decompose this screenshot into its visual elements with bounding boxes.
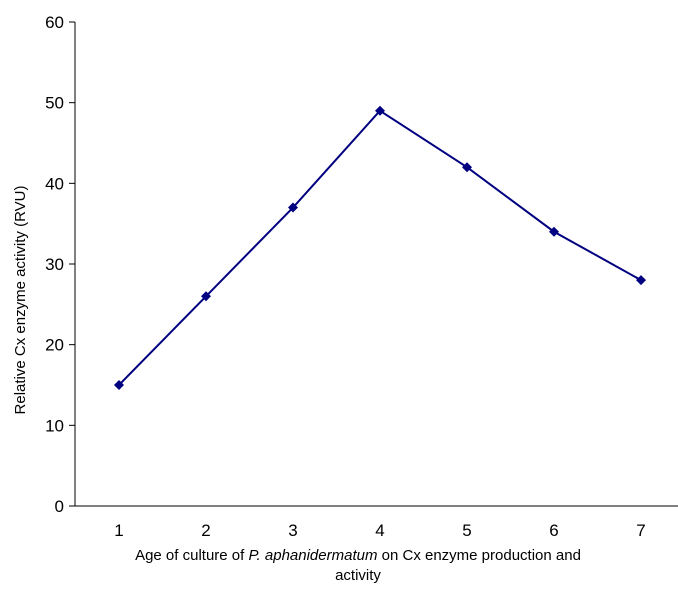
y-tick-label: 50: [45, 94, 64, 113]
y-tick-label: 30: [45, 255, 64, 274]
x-tick-label: 4: [375, 521, 384, 540]
x-axis-title-suffix: on Cx enzyme production and: [377, 547, 581, 564]
x-axis-title-prefix: Age of culture of: [135, 547, 249, 564]
data-point-marker: [288, 202, 298, 213]
data-point-marker: [636, 275, 646, 286]
x-tick-label: 5: [462, 521, 471, 540]
data-point-marker: [114, 380, 124, 390]
data-point-marker: [462, 162, 472, 173]
x-tick-label: 2: [201, 521, 210, 540]
y-axis-ticks: 0 10 20 30 40 50 60: [45, 13, 75, 516]
y-tick-label: 20: [45, 336, 64, 355]
series-layer: [114, 105, 646, 390]
x-axis-title-species: P. aphanidermatum: [248, 547, 378, 564]
y-tick-label: 60: [45, 13, 64, 32]
data-point-marker: [375, 105, 385, 116]
y-axis-title: Relative Cx enzyme activity (RVU): [12, 186, 29, 415]
series-line: [118, 109, 642, 386]
data-point-marker: [201, 291, 211, 302]
x-tick-label: 7: [636, 521, 645, 540]
x-tick-label: 3: [288, 521, 297, 540]
x-tick-label: 6: [549, 521, 558, 540]
x-axis-ticks: 1 2 3 4 5 6 7: [114, 521, 645, 540]
chart-axes: [74, 22, 678, 507]
x-axis-title: Age of culture of P. aphanidermatum on C…: [28, 546, 678, 586]
x-axis-title-line2: activity: [335, 567, 381, 584]
y-tick-label: 0: [55, 497, 64, 516]
data-point-marker: [549, 226, 559, 237]
y-tick-label: 40: [45, 174, 64, 193]
x-tick-label: 1: [114, 521, 123, 540]
y-tick-label: 10: [45, 416, 64, 435]
